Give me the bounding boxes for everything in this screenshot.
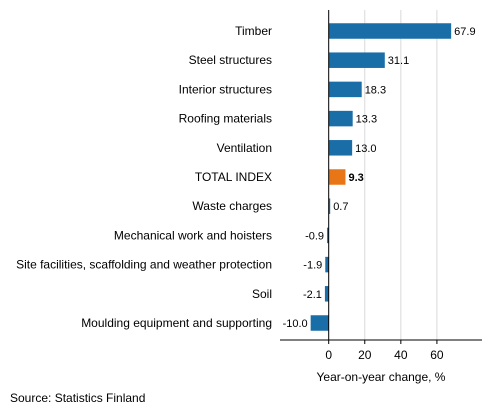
value-label-2: 18.3 <box>365 84 386 96</box>
category-label-10: Moulding equipment and supporting <box>81 316 272 330</box>
value-label-9: -2.1 <box>303 289 322 301</box>
bar-3 <box>328 110 353 127</box>
value-label-0: 67.9 <box>454 26 475 38</box>
category-label-4: Ventilation <box>217 141 272 155</box>
bar-7 <box>327 227 329 244</box>
bar-8 <box>325 256 329 273</box>
value-label-3: 13.3 <box>356 114 377 126</box>
value-labels: 67.9 31.1 18.3 13.3 13.0 9.3 0.7 -0.9 -1.9 -2.1 -1… <box>283 26 476 330</box>
category-labels: Timber Steel structures Interior structure… <box>16 24 272 330</box>
value-label-7: -0.9 <box>305 230 324 242</box>
bar-5 <box>328 169 346 185</box>
category-label-1: Steel structures <box>189 53 272 67</box>
category-label-2: Interior structures <box>179 82 272 96</box>
bar-2 <box>328 81 362 98</box>
category-label-6: Waste charges <box>192 199 272 213</box>
category-label-5: TOTAL INDEX <box>195 170 272 184</box>
x-tick-label-20: 20 <box>358 348 372 362</box>
value-label-5: 9.3 <box>348 172 363 184</box>
x-tick-label-40: 40 <box>394 348 408 362</box>
bar-4 <box>328 140 353 156</box>
category-label-0: Timber <box>235 24 272 38</box>
category-label-3: Roofing materials <box>179 112 272 126</box>
bar-10 <box>310 315 329 331</box>
bars <box>310 23 452 331</box>
x-tick-label-0: 0 <box>325 348 332 362</box>
value-label-8: -1.9 <box>303 260 322 272</box>
bar-1 <box>328 52 385 68</box>
bar-9 <box>324 286 329 302</box>
category-label-8: Site facilities, scaffolding and weather… <box>16 258 272 272</box>
x-axis-label: Year-on-year change, % <box>317 370 446 384</box>
value-label-4: 13.0 <box>355 143 376 155</box>
value-label-6: 0.7 <box>333 201 348 213</box>
x-axis: 0 20 40 60 <box>280 10 482 362</box>
bar-0 <box>328 23 452 39</box>
value-label-10: -10.0 <box>283 318 308 330</box>
category-label-7: Mechanical work and hoisters <box>114 228 272 242</box>
bar-6 <box>328 198 331 214</box>
source-note: Source: Statistics Finland <box>10 391 146 405</box>
category-label-9: Soil <box>252 287 272 301</box>
x-tick-label-60: 60 <box>430 348 444 362</box>
value-label-1: 31.1 <box>388 55 409 67</box>
